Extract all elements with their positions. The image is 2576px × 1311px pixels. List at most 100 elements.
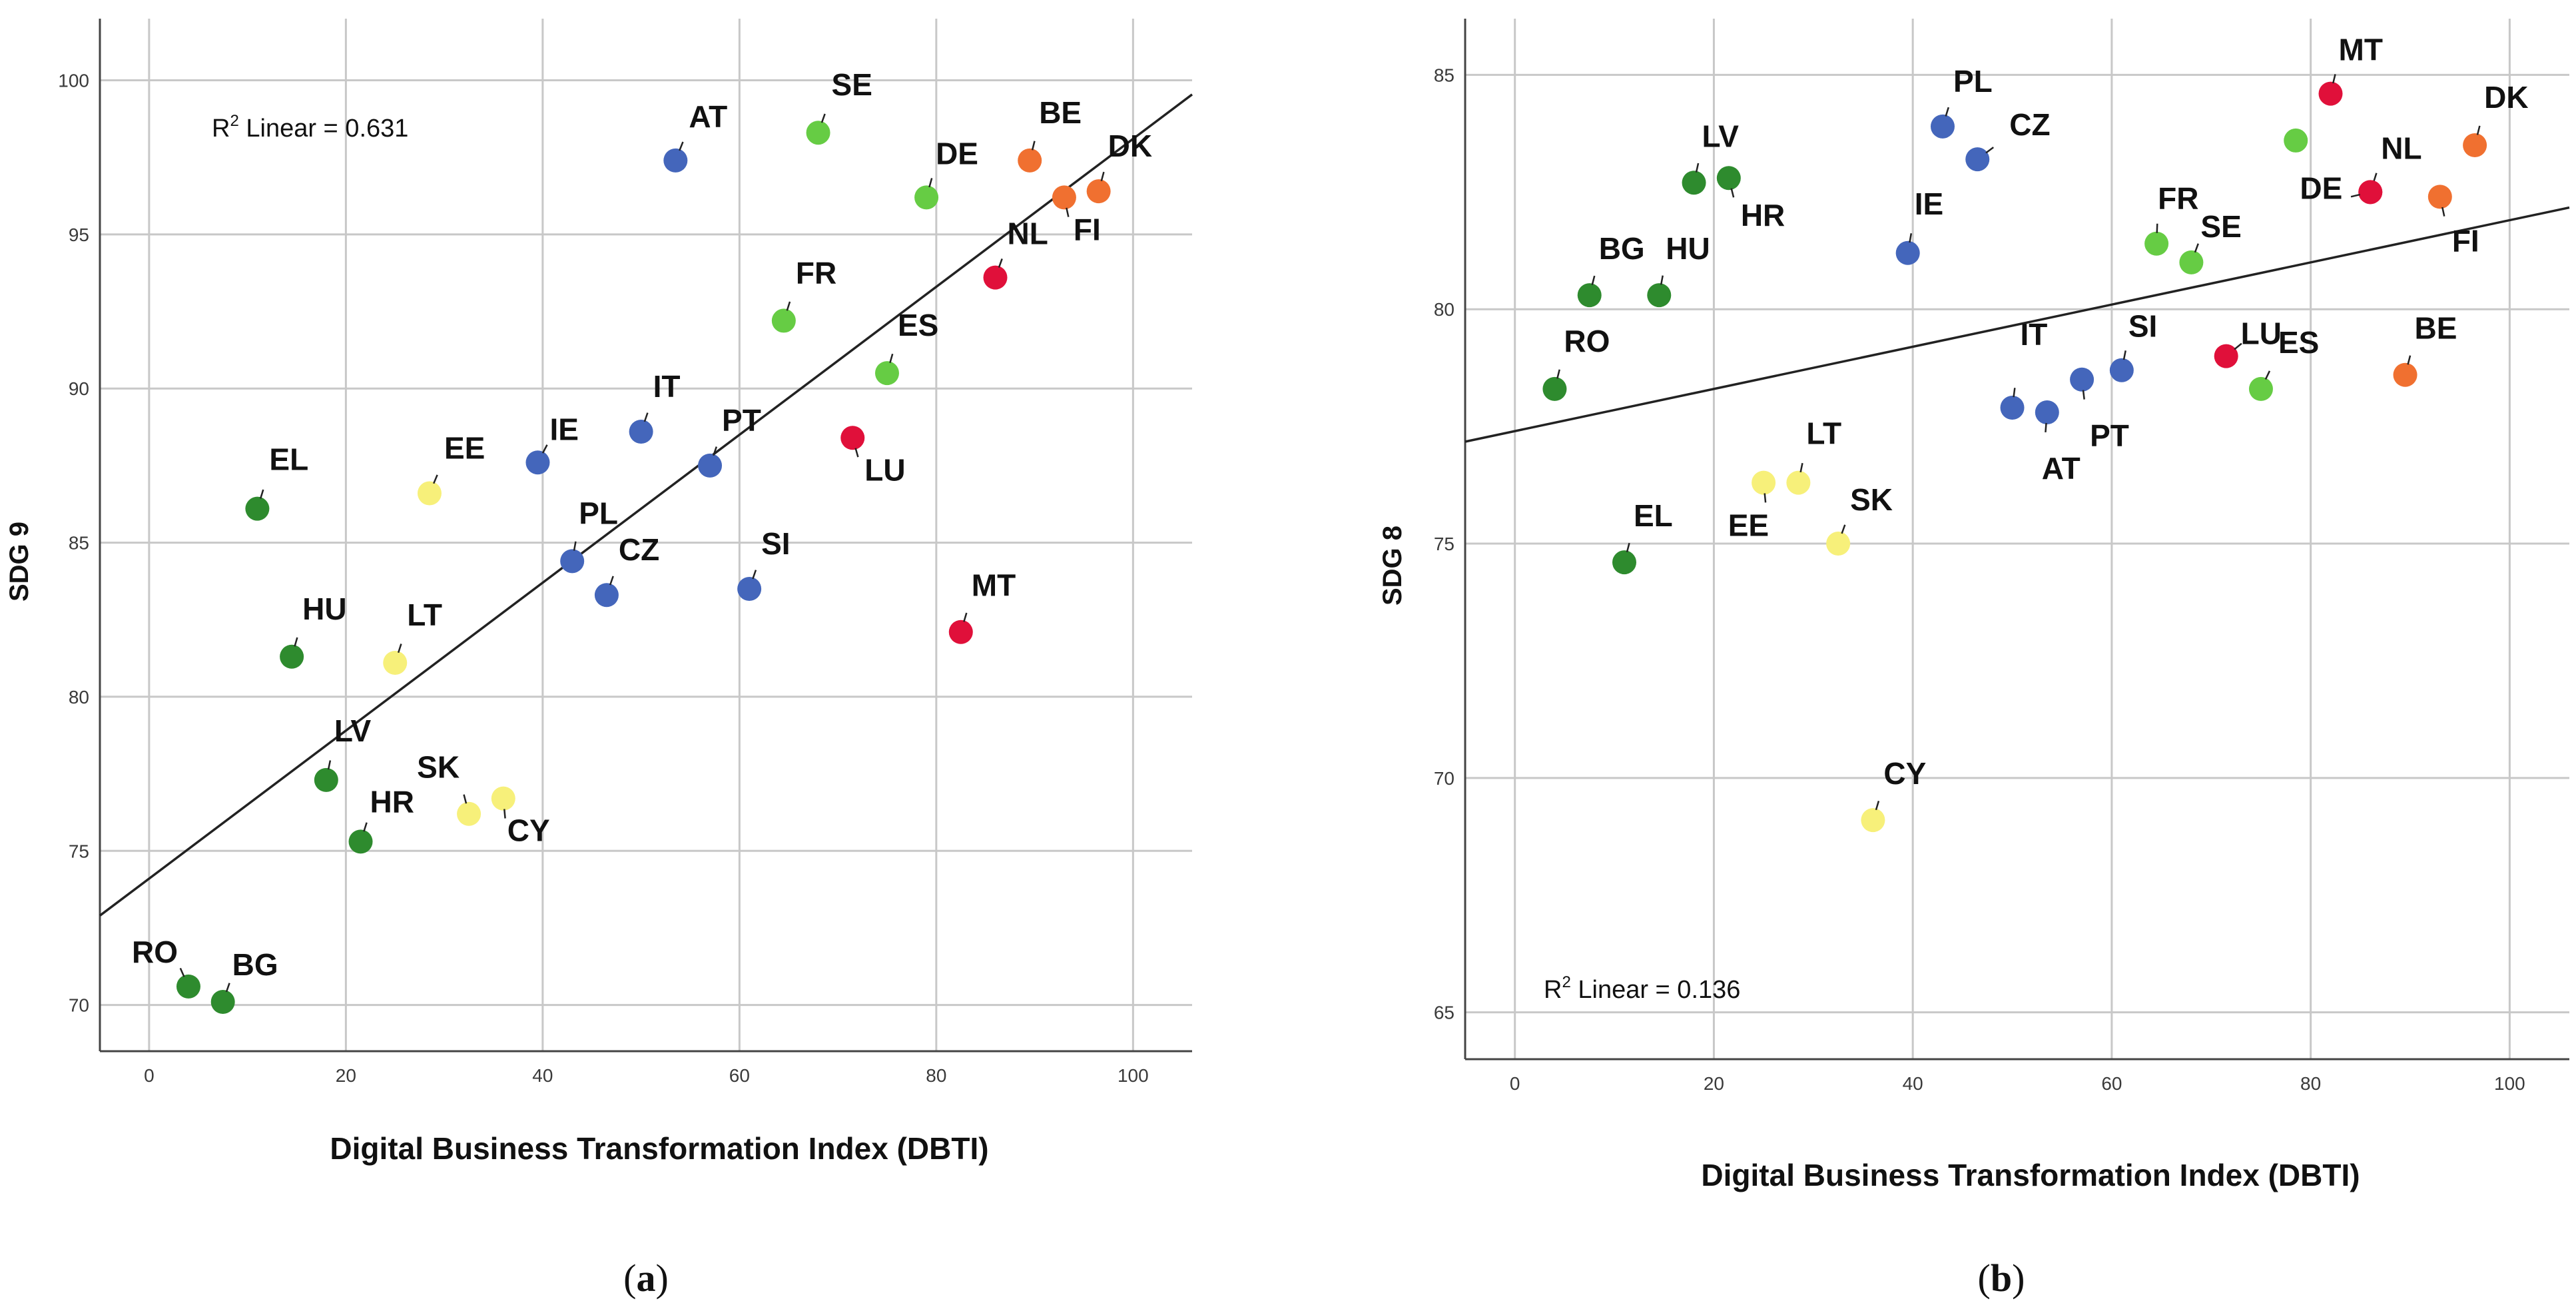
- data-point-ee: [1752, 470, 1776, 495]
- label-leader: [1730, 188, 1735, 198]
- point-label-mt: MT: [2339, 33, 2383, 67]
- data-point-ie: [525, 450, 550, 475]
- data-point-ro: [176, 974, 200, 999]
- data-point-ee: [417, 481, 442, 506]
- data-point-lt: [1786, 470, 1811, 495]
- x-tick-label: 40: [532, 1065, 553, 1086]
- y-tick-label: 80: [1434, 299, 1454, 320]
- point-label-fr: FR: [796, 255, 836, 290]
- data-point: [2284, 128, 2308, 153]
- data-point-mt: [948, 620, 973, 644]
- label-leader: [928, 178, 933, 188]
- point-label-pl: PL: [1953, 64, 1993, 99]
- label-leader: [1591, 275, 1596, 285]
- point-label-se: SE: [2200, 209, 2241, 244]
- label-leader: [2407, 355, 2412, 365]
- y-tick-label: 75: [69, 841, 89, 861]
- regression-line: [99, 93, 1193, 917]
- caption-b: (b): [1978, 1256, 2025, 1300]
- label-leader: [1100, 171, 1105, 181]
- data-point-fr: [2144, 231, 2169, 256]
- x-axis-title: Digital Business Transformation Index (D…: [1701, 1158, 2360, 1192]
- label-leader: [1066, 207, 1070, 217]
- point-label-lt: LT: [1806, 416, 1841, 451]
- y-tick-label: 70: [69, 995, 89, 1016]
- r-squared-sup: 2: [230, 112, 238, 130]
- data-point-cz: [1965, 147, 1990, 172]
- point-label-at: AT: [2042, 451, 2081, 486]
- point-label-fi: FI: [1074, 212, 1101, 246]
- point-label-ee: EE: [444, 431, 485, 466]
- label-leader: [1556, 369, 1560, 379]
- point-label-lu: LU: [2241, 316, 2282, 351]
- point-label-sk: SK: [1850, 482, 1893, 517]
- y-tick-label: 100: [58, 71, 89, 91]
- point-label-pt: PT: [2090, 418, 2129, 453]
- r-squared-sup: 2: [1562, 973, 1570, 991]
- point-label-bg: BG: [1599, 231, 1645, 266]
- label-leader: [225, 983, 230, 993]
- data-point-pl: [560, 549, 585, 574]
- label-leader: [327, 760, 332, 770]
- point-label-se: SE: [832, 67, 872, 102]
- point-label-hu: HU: [1666, 231, 1710, 266]
- data-point-be: [2393, 362, 2417, 387]
- y-tick-label: 95: [69, 224, 89, 245]
- point-label-ro: RO: [1564, 324, 1610, 358]
- data-point-pt: [2070, 367, 2094, 392]
- point-label-nl: NL: [1008, 217, 1048, 251]
- label-leader: [998, 258, 1003, 268]
- point-label-lv: LV: [1702, 119, 1740, 153]
- data-point-si: [737, 576, 762, 601]
- point-label-at: AT: [689, 99, 727, 134]
- data-point-bg: [210, 989, 235, 1014]
- panel-a-chart: 70 75 80 85 90 95 100 0 20 40 60 80 100 AT SE BE DE DK FI N…: [5, 19, 1193, 1166]
- x-tick-label: 0: [144, 1065, 155, 1086]
- label-leader: [786, 301, 791, 311]
- caption-a-letter: a: [637, 1256, 656, 1300]
- point-label-cz: CZ: [619, 532, 659, 567]
- r-squared-r: R: [212, 115, 230, 143]
- label-leader: [679, 141, 684, 151]
- data-point-hr: [1716, 166, 1741, 191]
- label-leader: [2082, 390, 2085, 400]
- point-label-cy: CY: [1883, 756, 1926, 791]
- point-label-cz: CZ: [2009, 107, 2050, 142]
- data-point-se: [2179, 250, 2204, 274]
- panel-b-chart: 65 70 75 80 85 0 20 40 60 80 100 MT PL CZ DK NL DE FI LV HR…: [1378, 19, 2570, 1192]
- label-leader: [643, 412, 649, 422]
- point-label-dk: DK: [1108, 129, 1152, 163]
- data-point-dk: [2463, 133, 2487, 157]
- r-squared-annotation: R2 Linear = 0.136: [1544, 973, 1740, 1004]
- data-point-at: [2035, 400, 2059, 425]
- label-leader: [294, 637, 298, 647]
- data-point-sk: [1826, 532, 1851, 556]
- label-leader: [2122, 350, 2126, 360]
- label-leader: [433, 474, 438, 484]
- point-label-pl: PL: [579, 496, 618, 530]
- r-squared-value: Linear = 0.136: [1571, 976, 1741, 1004]
- point-label-it: IT: [2021, 317, 2048, 352]
- data-point-se: [806, 121, 830, 145]
- point-label-ie: IE: [1915, 187, 1943, 221]
- x-tick-label: 100: [2494, 1073, 2525, 1094]
- y-tick-label: 70: [1434, 768, 1454, 789]
- data-point-ie: [1895, 240, 1920, 265]
- point-label-de: DE: [936, 136, 978, 171]
- data-point-el: [245, 496, 270, 521]
- point-label-be: BE: [2415, 311, 2457, 346]
- point-label-hr: HR: [1741, 198, 1785, 232]
- label-leader: [397, 644, 402, 654]
- data-point-lv: [314, 767, 338, 792]
- label-leader: [363, 822, 368, 832]
- label-leader: [541, 444, 548, 454]
- data-point-lv: [1682, 171, 1706, 195]
- y-tick-label: 85: [69, 533, 89, 554]
- x-tick-label: 20: [336, 1065, 356, 1086]
- y-tick-label: 85: [1434, 65, 1454, 85]
- point-label-el: EL: [1634, 498, 1673, 533]
- label-leader: [463, 794, 468, 804]
- label-leader: [1031, 141, 1036, 151]
- x-tick-label: 100: [1118, 1065, 1149, 1086]
